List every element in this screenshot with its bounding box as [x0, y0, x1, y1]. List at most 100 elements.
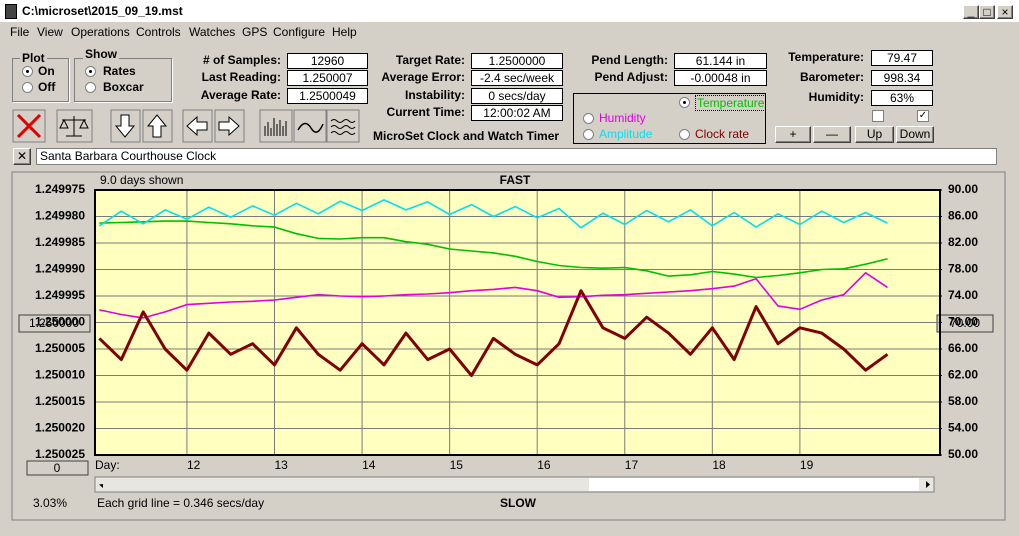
- radio-button[interactable]: [679, 97, 690, 108]
- scale-button[interactable]: Up: [855, 126, 894, 143]
- y2-tick-label: 90.00: [948, 182, 978, 196]
- x-tick-label: 18: [712, 458, 726, 472]
- y-tick-label: 1.250000: [35, 315, 85, 329]
- scroll-reset-button[interactable]: 0: [26, 460, 89, 476]
- scale-button[interactable]: —: [813, 126, 851, 143]
- radio-button[interactable]: [22, 82, 33, 93]
- series-line: [99, 220, 888, 279]
- y-tick-label: 1.250005: [35, 341, 85, 355]
- scale-button[interactable]: +: [775, 126, 811, 143]
- bars-button[interactable]: [259, 109, 293, 143]
- y-tick-label: 1.250015: [35, 394, 85, 408]
- x-tick-label: 15: [450, 458, 464, 472]
- window-title: C:\microset\2015_09_19.mst: [22, 4, 183, 18]
- field-value: 12960: [287, 53, 368, 69]
- series-option[interactable]: Temperature: [695, 95, 767, 111]
- checkbox[interactable]: ✓: [917, 110, 929, 122]
- left-button[interactable]: [182, 109, 213, 143]
- menu-item[interactable]: Help: [332, 25, 357, 39]
- radio-button[interactable]: [22, 66, 33, 77]
- field-label: Average Rate:: [200, 88, 281, 102]
- field-label: Barometer:: [799, 70, 864, 84]
- field-value: 998.34: [871, 70, 933, 86]
- radio-label[interactable]: On: [38, 64, 55, 78]
- percent-label: 3.03%: [33, 496, 67, 510]
- group-title: Show: [83, 47, 119, 61]
- y-tick-label: 1.249975: [35, 182, 85, 196]
- scale-button[interactable]: Down: [896, 126, 934, 143]
- radio-label[interactable]: Off: [38, 80, 56, 94]
- span-label: 9.0 days shown: [100, 173, 183, 187]
- series-option[interactable]: Humidity: [599, 111, 646, 125]
- y-tick-label: 1.249985: [35, 235, 85, 249]
- x-tick-label: 17: [625, 458, 639, 472]
- checkbox[interactable]: [872, 110, 884, 122]
- field-value: 63%: [871, 90, 933, 106]
- radio-button[interactable]: [679, 129, 690, 140]
- field-value: 1.250007: [287, 70, 368, 86]
- field-label: Last Reading:: [201, 70, 281, 84]
- app-icon: [5, 4, 17, 19]
- plot-border: [94, 189, 941, 456]
- radio-button[interactable]: [583, 113, 594, 124]
- maximize-button[interactable]: □: [979, 5, 995, 19]
- menu-item[interactable]: GPS: [242, 25, 268, 39]
- up-button[interactable]: [142, 109, 173, 143]
- balance-button[interactable]: [56, 109, 93, 143]
- field-value: -0.00048 in: [674, 70, 767, 86]
- menu-item[interactable]: Configure: [273, 25, 326, 39]
- y-tick-label: 1.250025: [35, 447, 85, 461]
- field-label: Pend Adjust:: [594, 70, 668, 84]
- y2-tick-label: 82.00: [948, 235, 978, 249]
- title-bar: [0, 0, 1019, 23]
- radio-button[interactable]: [583, 129, 594, 140]
- radio-label[interactable]: Boxcar: [103, 80, 144, 94]
- right-button[interactable]: [214, 109, 245, 143]
- field-label: Temperature:: [788, 50, 864, 64]
- button-label[interactable]: 1.250000: [29, 316, 79, 330]
- series-option[interactable]: Clock rate: [695, 127, 750, 141]
- field-label: # of Samples:: [202, 53, 281, 67]
- field-value: -2.4 sec/week: [471, 70, 563, 86]
- field-label: Average Error:: [381, 70, 465, 84]
- menu-item[interactable]: Operations: [71, 25, 130, 39]
- y-tick-label: 1.249990: [35, 262, 85, 276]
- down-button[interactable]: [110, 109, 141, 143]
- field-value: 79.47: [871, 50, 933, 66]
- menu-item[interactable]: Controls: [136, 25, 181, 39]
- minimize-button[interactable]: _: [963, 5, 979, 19]
- clock-name[interactable]: Santa Barbara Courthouse Clock: [36, 148, 997, 165]
- clear-name-button[interactable]: ✕: [13, 148, 31, 165]
- scrollbar[interactable]: [94, 476, 935, 493]
- series-line: [98, 199, 888, 229]
- y2-tick-label: 74.00: [948, 288, 978, 302]
- radio-button[interactable]: [85, 66, 96, 77]
- x-tick-label: 12: [187, 458, 201, 472]
- y-tick-label: 1.249980: [35, 209, 85, 223]
- clear-button[interactable]: [12, 109, 46, 143]
- y2-tick-label: 86.00: [948, 209, 978, 223]
- series-option[interactable]: Amplitude: [599, 127, 653, 141]
- radio-label[interactable]: Rates: [103, 64, 136, 78]
- menu-item[interactable]: Watches: [189, 25, 236, 39]
- x-tick-label: 19: [800, 458, 814, 472]
- left-button[interactable]: 1.250000: [18, 314, 91, 333]
- x-tick-label: 13: [275, 458, 289, 472]
- radio-button[interactable]: [85, 82, 96, 93]
- right-button[interactable]: 70.00: [936, 314, 994, 333]
- menu-item[interactable]: File: [10, 25, 30, 39]
- waves-button[interactable]: [326, 109, 360, 143]
- toolbar: [12, 109, 360, 143]
- curve-button[interactable]: [293, 109, 327, 143]
- x-tick-label: 16: [537, 458, 551, 472]
- x-axis-label: Day:: [95, 458, 120, 472]
- close-button[interactable]: ×: [997, 5, 1013, 19]
- button-label[interactable]: 0: [54, 461, 61, 475]
- field-label: Instability:: [404, 88, 465, 102]
- field-value: 61.144 in: [674, 53, 767, 69]
- y-tick-label: 1.249995: [35, 288, 85, 302]
- menu-item[interactable]: View: [37, 25, 63, 39]
- y2-tick-label: 58.00: [948, 394, 978, 408]
- y2-tick-label: 62.00: [948, 368, 978, 382]
- button-label[interactable]: 70.00: [950, 316, 980, 330]
